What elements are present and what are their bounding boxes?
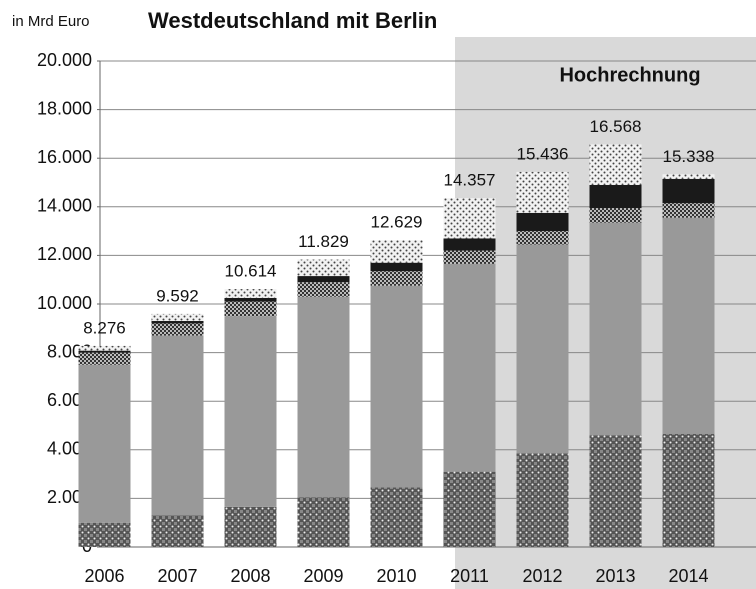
bar-segment: [297, 259, 350, 277]
total-label: 9.592: [156, 286, 199, 305]
bar-segment: [370, 487, 423, 547]
y-axis-label: in Mrd Euro: [12, 13, 90, 30]
bar-segment: [662, 434, 715, 547]
bar-segment: [297, 276, 350, 283]
x-tick-label: 2014: [668, 566, 708, 586]
bar-segment: [589, 208, 642, 223]
x-tick-label: 2010: [376, 566, 416, 586]
bar-segment: [78, 350, 131, 353]
y-tick-label: 16.000: [37, 147, 92, 167]
bar-segment: [370, 240, 423, 263]
y-tick-label: 14.000: [37, 196, 92, 216]
x-tick-label: 2009: [303, 566, 343, 586]
y-tick-label: 20.000: [37, 50, 92, 70]
bar-segment: [370, 271, 423, 286]
bar-segment: [151, 323, 204, 336]
total-label: 15.436: [517, 144, 569, 163]
total-label: 14.357: [444, 171, 496, 190]
bar-segment: [297, 282, 350, 297]
bar-segment: [224, 289, 277, 298]
bar-segment: [443, 263, 496, 472]
total-label: 8.276: [83, 318, 126, 337]
bar-segment: [224, 297, 277, 302]
bar-segment: [662, 217, 715, 435]
bar-segment: [662, 178, 715, 204]
bar-segment: [516, 212, 569, 232]
bar-segment: [78, 364, 131, 523]
total-label: 15.338: [663, 147, 715, 166]
bar-segment: [78, 522, 131, 547]
x-tick-label: 2013: [595, 566, 635, 586]
bar-segment: [78, 345, 131, 351]
bar-segment: [516, 231, 569, 245]
bar-segment: [370, 285, 423, 488]
bar-segment: [443, 471, 496, 547]
bar-segment: [370, 262, 423, 272]
bar-segment: [151, 515, 204, 547]
bar-segment: [151, 335, 204, 516]
bar-segment: [151, 321, 204, 324]
bar-segment: [589, 222, 642, 436]
bar-segment: [516, 171, 569, 213]
bar-segment: [443, 198, 496, 239]
total-label: 10.614: [225, 262, 277, 281]
bar-segment: [516, 244, 569, 454]
bar-segment: [443, 238, 496, 251]
y-tick-label: 18.000: [37, 98, 92, 118]
x-tick-label: 2012: [522, 566, 562, 586]
chart-title: Westdeutschland mit Berlin: [148, 8, 437, 33]
total-label: 16.568: [590, 117, 642, 136]
x-tick-label: 2006: [84, 566, 124, 586]
x-tick-label: 2011: [450, 566, 489, 586]
bar-segment: [151, 313, 204, 322]
bar-segment: [297, 296, 350, 498]
total-label: 12.629: [371, 213, 423, 232]
total-label: 11.829: [298, 232, 349, 251]
bar-segment: [662, 203, 715, 218]
bar-segment: [224, 301, 277, 317]
bar-segment: [516, 453, 569, 547]
x-tick-label: 2007: [157, 566, 197, 586]
bar-segment: [589, 435, 642, 547]
annotation: Hochrechnung: [559, 64, 700, 86]
y-tick-label: 10.000: [37, 293, 92, 313]
bar-segment: [297, 497, 350, 547]
bar-segment: [224, 316, 277, 507]
x-tick-label: 2008: [230, 566, 270, 586]
bar-segment: [662, 174, 715, 179]
bar-segment: [224, 506, 277, 547]
bar-segment: [443, 250, 496, 264]
bar-segment: [78, 352, 131, 365]
bar-segment: [589, 144, 642, 185]
bar-segment: [589, 184, 642, 209]
y-tick-label: 12.000: [37, 244, 92, 264]
